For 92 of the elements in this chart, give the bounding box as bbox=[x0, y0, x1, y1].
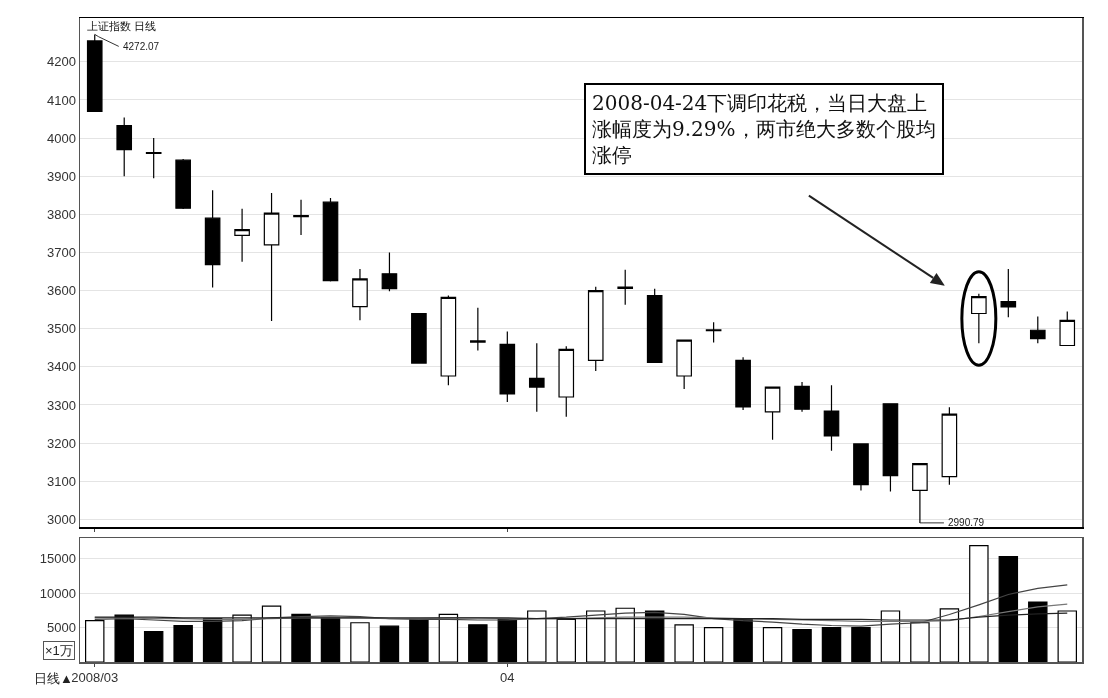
bar bbox=[703, 626, 724, 662]
bar bbox=[556, 618, 576, 662]
y-tick-label: 4100 bbox=[46, 92, 76, 108]
bar bbox=[202, 618, 223, 662]
candlestick bbox=[617, 269, 634, 306]
y-tick-label: 5000 bbox=[46, 620, 76, 636]
candlestick bbox=[499, 330, 516, 403]
candlestick bbox=[705, 321, 722, 344]
annotation: 上证指数 日线 bbox=[87, 20, 157, 32]
bar bbox=[851, 626, 871, 662]
bar bbox=[821, 626, 842, 662]
bar bbox=[143, 631, 164, 662]
y-tick-label: 15000 bbox=[39, 551, 76, 567]
y-tick-label: 3000 bbox=[46, 511, 76, 527]
bar bbox=[910, 622, 930, 662]
candlestick bbox=[1059, 310, 1076, 347]
candlestick bbox=[204, 189, 221, 289]
y-tick-label: 4200 bbox=[46, 54, 76, 70]
candlestick bbox=[116, 116, 133, 177]
y-tick-label: 3300 bbox=[46, 397, 76, 413]
bar bbox=[261, 605, 282, 662]
bar bbox=[173, 624, 193, 662]
bar bbox=[438, 613, 459, 662]
candlestick bbox=[823, 384, 840, 452]
bar bbox=[615, 607, 635, 662]
x-tick-label: 2008/03 bbox=[71, 670, 119, 686]
bar bbox=[85, 620, 105, 662]
text: 日线▲ bbox=[34, 671, 73, 686]
bar bbox=[527, 610, 547, 662]
candlestick bbox=[735, 356, 751, 411]
bar bbox=[586, 610, 606, 662]
bar bbox=[114, 614, 134, 662]
line-series bbox=[94, 612, 1068, 621]
bar bbox=[969, 544, 989, 662]
candlestick bbox=[470, 307, 486, 352]
candlestick bbox=[853, 443, 869, 491]
bar bbox=[232, 614, 252, 662]
bar bbox=[320, 617, 341, 662]
bar bbox=[497, 618, 518, 662]
bar bbox=[674, 624, 694, 662]
y-tick-label: 3800 bbox=[46, 206, 76, 222]
candlestick bbox=[352, 268, 368, 321]
bar bbox=[1057, 610, 1077, 662]
candlestick bbox=[145, 137, 162, 179]
y-tick-label: 3500 bbox=[46, 321, 76, 337]
bar bbox=[379, 625, 400, 662]
candlestick bbox=[971, 293, 987, 344]
bar bbox=[468, 624, 488, 662]
candlestick bbox=[86, 33, 103, 113]
candlestick bbox=[528, 342, 545, 413]
bar bbox=[1028, 601, 1048, 662]
annotation: 2990.79 bbox=[948, 517, 985, 528]
candlestick bbox=[411, 312, 427, 364]
candlestick bbox=[381, 251, 398, 292]
annotation: 4272.07 bbox=[123, 41, 160, 52]
bar bbox=[998, 556, 1019, 662]
candlestick bbox=[175, 158, 191, 210]
candlestick bbox=[764, 386, 781, 441]
bar bbox=[792, 629, 812, 662]
candlestick bbox=[1029, 315, 1046, 344]
bar bbox=[733, 618, 753, 662]
y-tick-label: 4000 bbox=[46, 130, 76, 146]
candlestick bbox=[234, 208, 250, 263]
candlestick bbox=[794, 381, 810, 413]
y-tick-label: 3100 bbox=[46, 473, 76, 489]
candlestick bbox=[676, 338, 692, 390]
candlestick bbox=[558, 345, 575, 418]
annotation: 2008-04-24下调印花税，当日大盘上涨幅度为9.29%，两市绝大多数个股均涨停 bbox=[592, 91, 936, 167]
candlestick bbox=[293, 199, 309, 236]
candlestick bbox=[912, 463, 928, 524]
y-tick-label: 3200 bbox=[46, 435, 76, 451]
candlestick bbox=[587, 286, 604, 372]
bar bbox=[291, 613, 311, 662]
text: ×1万 bbox=[45, 643, 73, 658]
candlestick bbox=[941, 406, 958, 486]
candlestick bbox=[440, 294, 457, 386]
candlestick bbox=[322, 197, 339, 283]
bar bbox=[644, 610, 665, 662]
y-tick-label: 3600 bbox=[46, 283, 76, 299]
candlestick bbox=[882, 403, 899, 493]
y-tick-label: 3900 bbox=[46, 168, 76, 184]
bar bbox=[409, 618, 429, 662]
y-tick-label: 10000 bbox=[39, 585, 76, 601]
bar bbox=[350, 622, 370, 662]
y-tick-label: 3400 bbox=[46, 359, 76, 375]
bar bbox=[939, 608, 960, 662]
candlestick bbox=[1000, 268, 1017, 318]
candlestick bbox=[263, 192, 280, 322]
candlestick bbox=[646, 288, 663, 363]
x-tick-label: 04 bbox=[500, 670, 515, 686]
bar bbox=[762, 626, 783, 662]
y-tick-label: 3700 bbox=[46, 245, 76, 261]
